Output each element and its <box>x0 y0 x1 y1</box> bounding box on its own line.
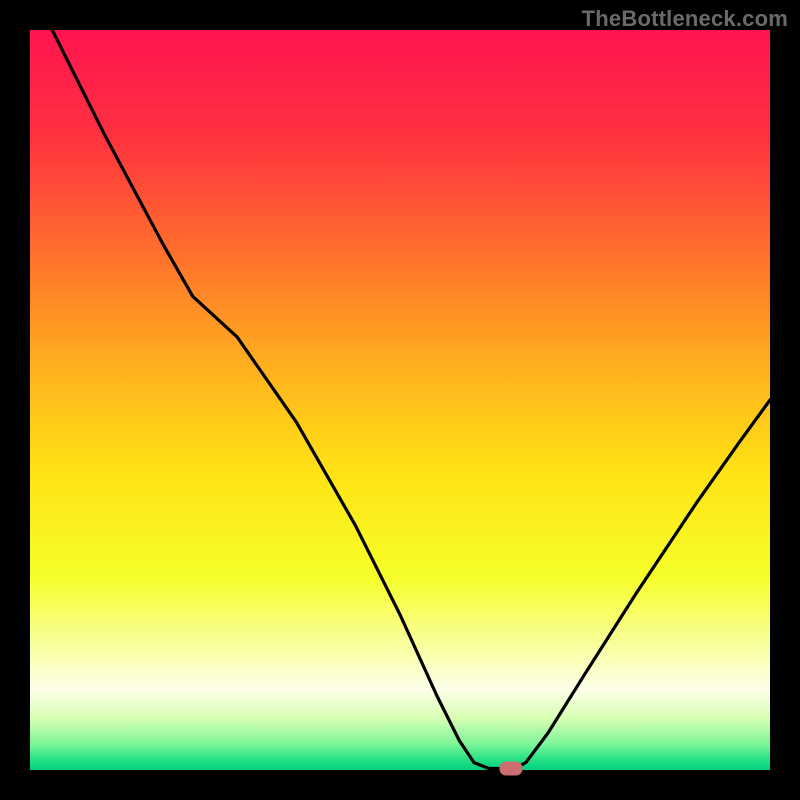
chart-container: TheBottleneck.com <box>0 0 800 800</box>
plot-background <box>30 30 770 770</box>
bottleneck-chart <box>0 0 800 800</box>
optimal-point-marker <box>500 762 522 775</box>
watermark-label: TheBottleneck.com <box>582 6 788 32</box>
